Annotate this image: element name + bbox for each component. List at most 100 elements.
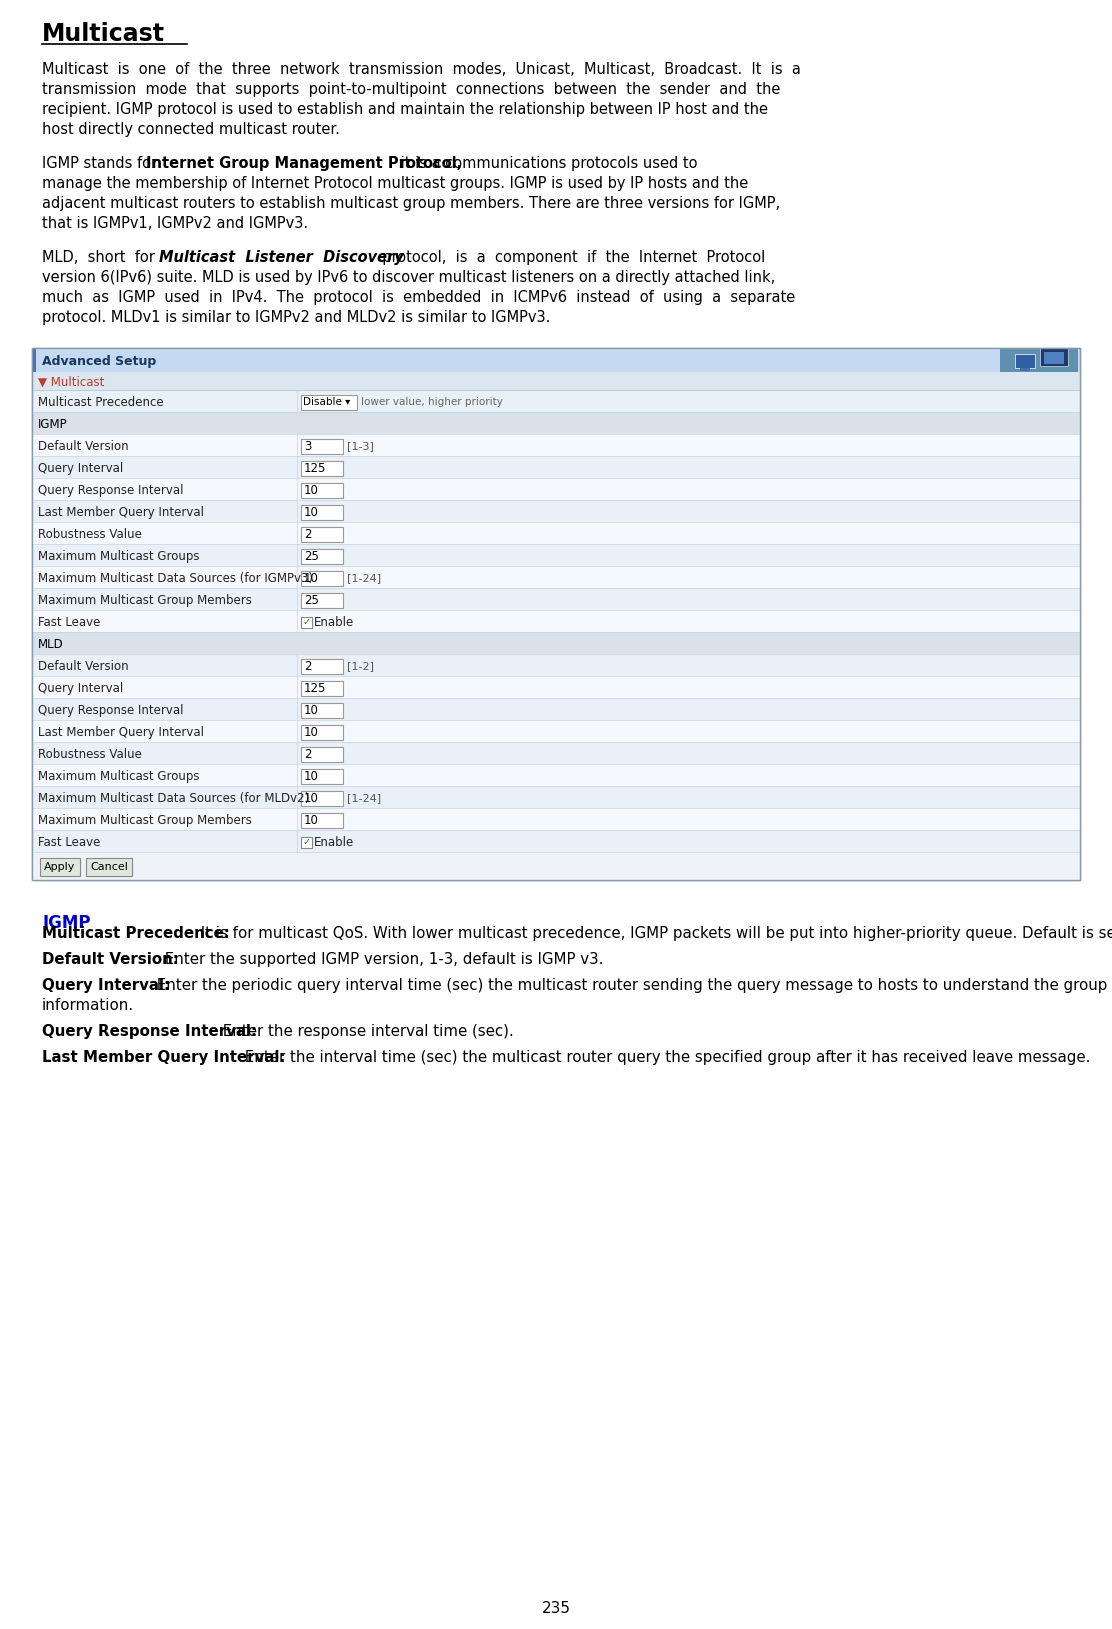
- Text: Fast Leave: Fast Leave: [38, 836, 100, 849]
- Text: Last Member Query Interval: Last Member Query Interval: [38, 505, 203, 518]
- Bar: [301, 702, 342, 717]
- Text: information.: information.: [42, 999, 135, 1013]
- Text: It is for multicast QoS. With lower multicast precedence, IGMP packets will be p: It is for multicast QoS. With lower mult…: [196, 925, 1112, 942]
- Text: 10: 10: [304, 484, 319, 497]
- Text: 25: 25: [304, 593, 319, 606]
- Text: it is a communications protocols used to: it is a communications protocols used to: [396, 156, 697, 171]
- Text: lower value, higher priority: lower value, higher priority: [361, 397, 503, 407]
- Text: 3: 3: [304, 440, 311, 453]
- Text: Multicast  Listener  Discovery: Multicast Listener Discovery: [159, 249, 404, 266]
- Bar: [32, 609, 1080, 632]
- Bar: [301, 616, 312, 627]
- Bar: [32, 653, 1080, 676]
- Text: Default Version:: Default Version:: [42, 951, 179, 968]
- Text: 10: 10: [304, 505, 319, 518]
- Bar: [32, 831, 1080, 852]
- Text: Maximum Multicast Group Members: Maximum Multicast Group Members: [38, 593, 252, 606]
- Bar: [1020, 368, 1030, 371]
- Bar: [32, 500, 1080, 521]
- Text: Multicast Precedence: Multicast Precedence: [38, 396, 163, 409]
- Text: Apply: Apply: [44, 862, 76, 872]
- Bar: [86, 858, 132, 876]
- Text: ▼ Multicast: ▼ Multicast: [38, 376, 105, 388]
- Text: Enable: Enable: [314, 836, 355, 849]
- Text: [1-24]: [1-24]: [347, 793, 381, 803]
- Bar: [32, 349, 1080, 880]
- Bar: [301, 526, 342, 541]
- Bar: [301, 593, 342, 608]
- Bar: [32, 852, 1080, 880]
- Text: 125: 125: [304, 461, 327, 474]
- Text: Query Response Interval: Query Response Interval: [38, 484, 183, 497]
- Text: Maximum Multicast Data Sources (for MLDv2): Maximum Multicast Data Sources (for MLDv…: [38, 792, 309, 805]
- Text: 10: 10: [304, 572, 319, 585]
- Bar: [32, 412, 1080, 433]
- Text: Maximum Multicast Group Members: Maximum Multicast Group Members: [38, 813, 252, 826]
- Text: 10: 10: [304, 704, 319, 717]
- Text: Maximum Multicast Groups: Maximum Multicast Groups: [38, 769, 199, 782]
- Bar: [301, 658, 342, 673]
- Text: Multicast Precedence:: Multicast Precedence:: [42, 925, 230, 942]
- Text: Enter the periodic query interval time (sec) the multicast router sending the qu: Enter the periodic query interval time (…: [152, 977, 1112, 994]
- Text: much  as  IGMP  used  in  IPv4.  The  protocol  is  embedded  in  ICMPv6  instea: much as IGMP used in IPv4. The protocol …: [42, 290, 795, 305]
- Bar: [32, 764, 1080, 787]
- Bar: [32, 741, 1080, 764]
- Text: Robustness Value: Robustness Value: [38, 748, 142, 761]
- Text: Fast Leave: Fast Leave: [38, 616, 100, 629]
- Text: Maximum Multicast Data Sources (for IGMPv3): Maximum Multicast Data Sources (for IGMP…: [38, 572, 312, 585]
- Bar: [32, 544, 1080, 565]
- Bar: [32, 477, 1080, 500]
- Text: ✓: ✓: [302, 837, 310, 847]
- Bar: [32, 349, 1080, 371]
- Text: [1-24]: [1-24]: [347, 573, 381, 583]
- Text: 10: 10: [304, 725, 319, 738]
- Text: MLD,  short  for: MLD, short for: [42, 249, 165, 266]
- Bar: [32, 588, 1080, 609]
- Bar: [301, 482, 342, 497]
- Bar: [301, 790, 342, 805]
- Bar: [32, 697, 1080, 720]
- Text: protocol,  is  a  component  if  the  Internet  Protocol: protocol, is a component if the Internet…: [374, 249, 766, 266]
- Bar: [32, 349, 1080, 880]
- Text: [1-3]: [1-3]: [347, 441, 374, 451]
- Text: ✓: ✓: [302, 617, 310, 627]
- Bar: [32, 389, 1080, 412]
- Text: Disable ▾: Disable ▾: [302, 397, 350, 407]
- Text: protocol. MLDv1 is similar to IGMPv2 and MLDv2 is similar to IGMPv3.: protocol. MLDv1 is similar to IGMPv2 and…: [42, 310, 550, 326]
- Text: Query Interval: Query Interval: [38, 461, 123, 474]
- Bar: [301, 549, 342, 564]
- Text: Internet Group Management Protocol,: Internet Group Management Protocol,: [146, 156, 463, 171]
- Text: 10: 10: [304, 813, 319, 826]
- Bar: [301, 570, 342, 585]
- Bar: [301, 746, 342, 761]
- Bar: [301, 505, 342, 520]
- Text: Robustness Value: Robustness Value: [38, 528, 142, 541]
- Bar: [32, 676, 1080, 697]
- Bar: [301, 769, 342, 784]
- Text: manage the membership of Internet Protocol multicast groups. IGMP is used by IP : manage the membership of Internet Protoc…: [42, 176, 748, 191]
- Bar: [32, 433, 1080, 456]
- Bar: [301, 461, 342, 476]
- Text: transmission  mode  that  supports  point-to-multipoint  connections  between  t: transmission mode that supports point-to…: [42, 81, 781, 98]
- Text: MLD: MLD: [38, 637, 63, 650]
- Text: 2: 2: [304, 748, 311, 761]
- Text: Query Interval: Query Interval: [38, 681, 123, 694]
- Text: Default Version: Default Version: [38, 440, 129, 453]
- Text: 2: 2: [304, 660, 311, 673]
- Bar: [301, 681, 342, 696]
- Bar: [32, 349, 36, 371]
- Text: Enter the supported IGMP version, 1-3, default is IGMP v3.: Enter the supported IGMP version, 1-3, d…: [159, 951, 603, 968]
- Bar: [301, 394, 357, 409]
- Text: 2: 2: [304, 528, 311, 541]
- Text: version 6(IPv6) suite. MLD is used by IPv6 to discover multicast listeners on a : version 6(IPv6) suite. MLD is used by IP…: [42, 270, 775, 285]
- Bar: [32, 456, 1080, 477]
- Text: Query Response Interval:: Query Response Interval:: [42, 1025, 257, 1039]
- Bar: [1040, 349, 1068, 367]
- Bar: [1000, 349, 1078, 371]
- Text: Cancel: Cancel: [90, 862, 128, 872]
- Text: Multicast: Multicast: [42, 23, 165, 46]
- Text: Advanced Setup: Advanced Setup: [42, 355, 157, 368]
- Bar: [32, 632, 1080, 653]
- Text: Last Member Query Interval:: Last Member Query Interval:: [42, 1051, 286, 1065]
- Bar: [1044, 352, 1064, 363]
